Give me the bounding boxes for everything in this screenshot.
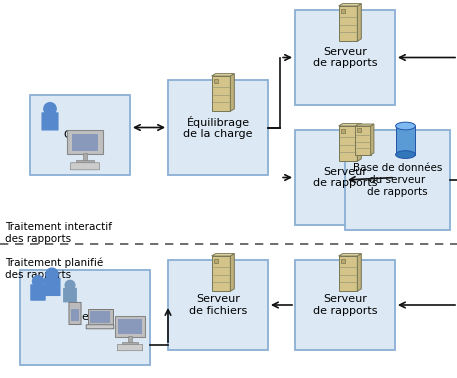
Circle shape — [32, 276, 43, 287]
Bar — [122, 342, 138, 344]
Text: Traitement planifié
des rapports: Traitement planifié des rapports — [5, 258, 103, 280]
FancyBboxPatch shape — [295, 130, 395, 225]
Polygon shape — [371, 124, 374, 155]
Polygon shape — [339, 4, 361, 6]
Bar — [71, 308, 79, 321]
Circle shape — [46, 268, 58, 280]
Polygon shape — [230, 74, 234, 111]
Polygon shape — [356, 126, 371, 155]
FancyBboxPatch shape — [20, 270, 150, 365]
FancyBboxPatch shape — [87, 309, 112, 325]
Bar — [76, 160, 94, 162]
FancyBboxPatch shape — [69, 302, 81, 325]
Text: Traitement interactif
des rapports: Traitement interactif des rapports — [5, 222, 112, 243]
FancyBboxPatch shape — [44, 279, 60, 295]
FancyBboxPatch shape — [67, 130, 103, 154]
Text: Serveur
de rapports: Serveur de rapports — [313, 167, 377, 188]
FancyBboxPatch shape — [42, 113, 58, 130]
Polygon shape — [212, 76, 230, 111]
Text: Serveur
de fichiers: Serveur de fichiers — [189, 294, 247, 316]
Ellipse shape — [396, 122, 415, 130]
Text: Serveur
de rapports: Serveur de rapports — [313, 47, 377, 68]
Text: Base de données
du serveur
de rapports: Base de données du serveur de rapports — [353, 163, 442, 197]
Bar — [340, 129, 345, 133]
Bar — [118, 319, 142, 334]
Circle shape — [65, 280, 75, 290]
FancyBboxPatch shape — [117, 344, 143, 351]
Polygon shape — [357, 4, 361, 41]
Polygon shape — [339, 256, 357, 291]
FancyBboxPatch shape — [30, 95, 130, 175]
Text: Client: Client — [64, 130, 96, 140]
FancyBboxPatch shape — [168, 260, 268, 350]
Polygon shape — [357, 124, 361, 161]
Bar — [340, 259, 345, 263]
Polygon shape — [356, 124, 374, 126]
FancyBboxPatch shape — [295, 10, 395, 105]
FancyBboxPatch shape — [295, 260, 395, 350]
Polygon shape — [230, 254, 234, 291]
Polygon shape — [339, 6, 357, 41]
Polygon shape — [339, 124, 361, 126]
Text: Client: Client — [69, 313, 101, 322]
Text: Serveur
de rapports: Serveur de rapports — [313, 294, 377, 316]
FancyBboxPatch shape — [168, 80, 268, 175]
FancyBboxPatch shape — [115, 316, 145, 337]
Polygon shape — [212, 254, 234, 256]
Polygon shape — [357, 254, 361, 291]
Bar — [72, 134, 98, 150]
Bar — [357, 128, 361, 132]
Circle shape — [44, 103, 56, 115]
FancyBboxPatch shape — [345, 130, 450, 230]
Bar — [214, 259, 218, 263]
Bar — [340, 9, 345, 13]
Ellipse shape — [396, 151, 415, 158]
FancyBboxPatch shape — [31, 285, 45, 300]
Bar — [90, 311, 110, 323]
Polygon shape — [212, 256, 230, 291]
Bar — [83, 153, 87, 160]
Polygon shape — [212, 74, 234, 76]
FancyBboxPatch shape — [86, 325, 114, 329]
Polygon shape — [339, 254, 361, 256]
Bar — [128, 336, 132, 342]
Bar — [396, 126, 415, 155]
Polygon shape — [339, 126, 357, 161]
Bar — [214, 79, 218, 83]
Text: Équilibrage
de la charge: Équilibrage de la charge — [183, 116, 253, 139]
FancyBboxPatch shape — [70, 163, 100, 170]
FancyBboxPatch shape — [64, 288, 76, 302]
